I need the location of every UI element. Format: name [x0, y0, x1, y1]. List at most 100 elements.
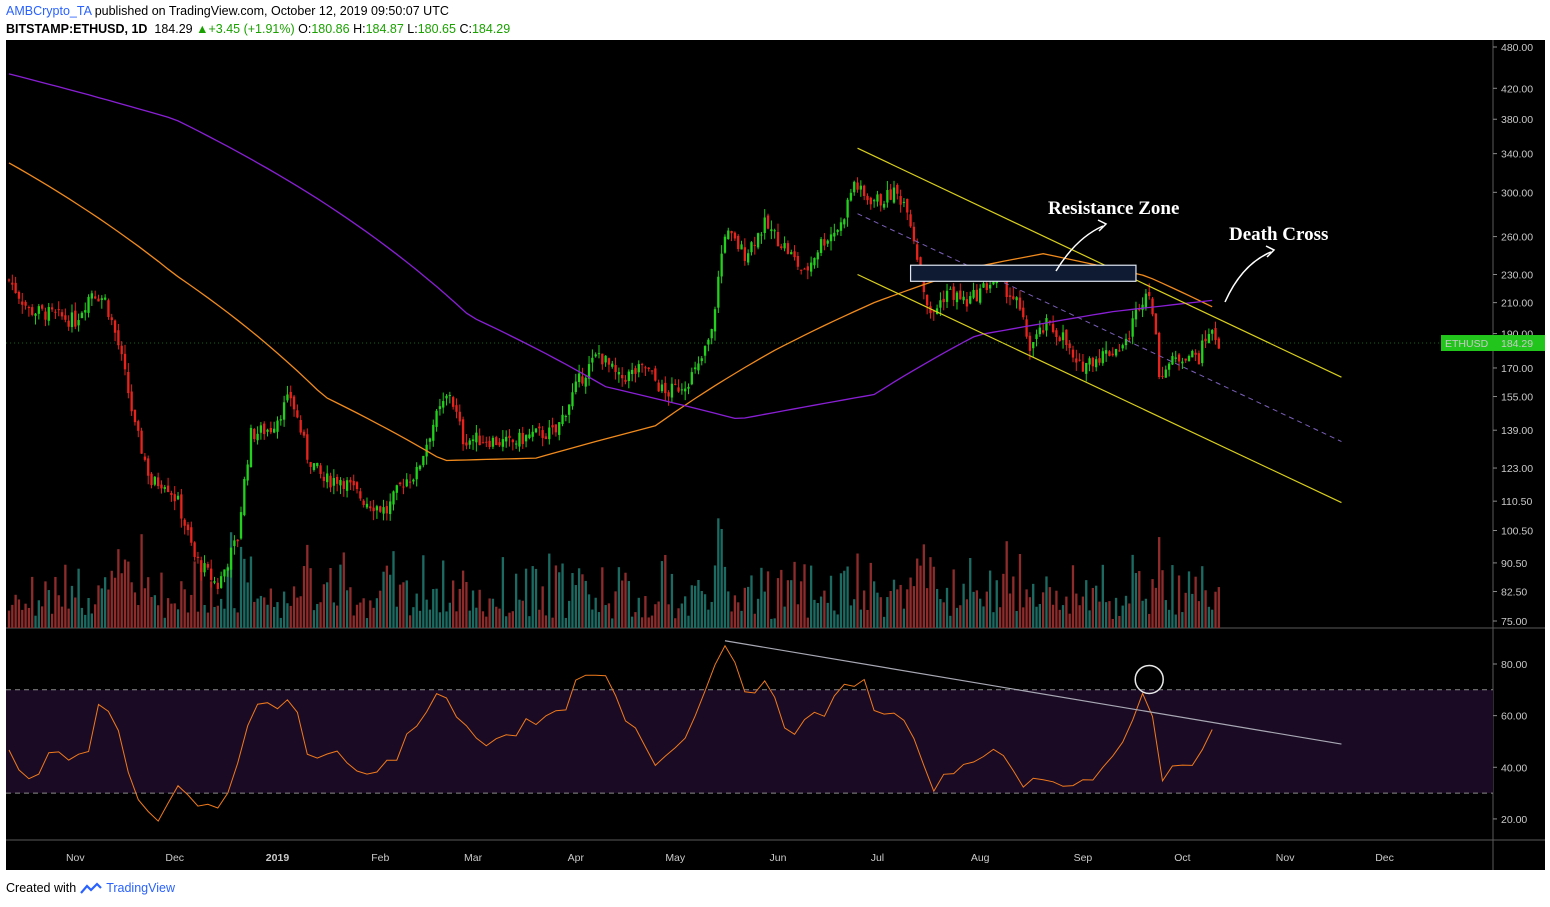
author-link[interactable]: AMBCrypto_TA — [6, 4, 92, 18]
candle-body — [528, 434, 531, 439]
candle-body — [591, 357, 594, 363]
candle-body — [156, 477, 160, 487]
volume-bar — [103, 577, 107, 628]
time-tick-label: 2019 — [266, 852, 290, 864]
candle-body — [143, 456, 147, 460]
candle-body — [823, 239, 826, 246]
candle-body — [687, 386, 690, 389]
candle-body — [372, 507, 375, 512]
publish-info: AMBCrypto_TA published on TradingView.co… — [6, 4, 449, 18]
candle-body — [925, 294, 929, 306]
volume-bar — [246, 582, 249, 628]
candle-body — [7, 279, 11, 281]
created-with-text: Created with — [6, 881, 77, 895]
volume-bar — [219, 598, 223, 628]
candle-body — [342, 481, 345, 490]
candle-body — [677, 387, 680, 392]
volume-bar — [713, 565, 717, 628]
volume-bar — [1045, 576, 1048, 628]
candle-body — [1075, 358, 1078, 363]
volume-bar — [776, 578, 780, 628]
volume-bar — [750, 575, 753, 628]
volume-bar — [485, 616, 488, 628]
volume-bar — [37, 600, 40, 628]
volume-bar — [1138, 571, 1141, 628]
volume-bar — [872, 581, 876, 628]
volume-bar — [528, 616, 531, 628]
volume-bar — [564, 617, 568, 628]
volume-bar — [521, 600, 524, 628]
candle-body — [67, 320, 70, 327]
volume-bar — [1217, 587, 1220, 628]
volume-bar — [67, 608, 70, 628]
volume-bar — [942, 602, 945, 628]
volume-bar — [843, 570, 846, 628]
candle-body — [395, 485, 398, 493]
candle-body — [1068, 343, 1071, 349]
volume-bar — [514, 573, 518, 628]
candle-body — [180, 494, 183, 519]
candle-body — [1038, 327, 1042, 335]
volume-bar — [269, 588, 273, 628]
candle-body — [521, 432, 524, 445]
volume-bar — [922, 544, 925, 628]
volume-bar — [435, 588, 438, 628]
price-tag-value: 184.29 — [1501, 338, 1533, 350]
volume-bar — [322, 584, 326, 628]
candle-body — [1025, 319, 1028, 337]
volume-bar — [438, 612, 442, 628]
volume-bar — [1051, 604, 1055, 628]
candle-body — [246, 464, 249, 481]
candle-body — [1144, 293, 1148, 308]
candle-body — [339, 479, 342, 486]
candle-body — [1018, 297, 1022, 310]
resistance-arrow-head — [1097, 219, 1108, 232]
time-tick-label: Dec — [165, 852, 184, 864]
candle-body — [929, 306, 932, 314]
volume-bar — [819, 596, 823, 628]
candle-body — [783, 243, 786, 249]
candle-body — [1041, 330, 1045, 333]
volume-bar — [982, 606, 985, 628]
candle-body — [352, 480, 355, 486]
volume-bar — [60, 606, 64, 628]
volume-bar — [554, 565, 558, 628]
volume-bars — [7, 518, 1220, 628]
candle-body — [110, 317, 113, 321]
volume-bar — [342, 552, 345, 628]
volume-bar — [1065, 596, 1068, 628]
price-tick-label: 110.50 — [1501, 496, 1532, 508]
candle-body — [713, 309, 717, 332]
candle-body — [703, 346, 707, 356]
candle-body — [846, 199, 849, 218]
volume-bar — [581, 574, 584, 628]
volume-bar — [1071, 565, 1075, 628]
candle-body — [793, 251, 796, 258]
candle-body — [1164, 369, 1167, 378]
volume-bar — [803, 564, 806, 628]
volume-bar — [720, 528, 723, 628]
volume-bar — [160, 572, 163, 628]
price-chart[interactable]: 480.00 420.00 380.00 340.00 300.00 260.00 230.… — [6, 40, 1545, 870]
candle-body — [889, 189, 892, 200]
volume-bar — [1091, 587, 1095, 628]
candle-body — [803, 268, 806, 270]
candle-body — [1177, 354, 1181, 362]
candle-body — [428, 438, 432, 442]
candle-body — [707, 339, 710, 345]
volume-bar — [1148, 613, 1151, 628]
volume-bar — [110, 570, 113, 628]
volume-bar — [756, 598, 760, 628]
candle-body — [213, 581, 216, 583]
candle-body — [57, 309, 60, 311]
candle-body — [402, 486, 405, 488]
candle-body — [853, 181, 856, 193]
rsi-tick-label: 20.00 — [1501, 814, 1527, 826]
candle-body — [1104, 350, 1108, 354]
volume-bar — [31, 576, 34, 628]
volume-bar — [375, 598, 379, 628]
tradingview-link[interactable]: TradingView — [106, 881, 175, 895]
volume-bar — [27, 607, 31, 628]
candle-body — [945, 290, 949, 302]
candle-body — [723, 236, 727, 253]
